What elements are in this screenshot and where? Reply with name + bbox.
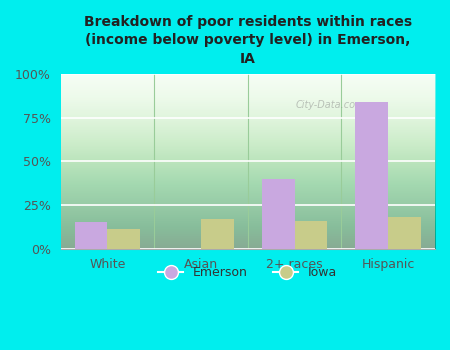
Text: City-Data.com: City-Data.com (295, 100, 365, 110)
Bar (295, 220, 327, 248)
Bar (356, 102, 388, 248)
Bar (262, 179, 295, 248)
Bar (356, 102, 388, 248)
Bar (75, 222, 108, 248)
Title: Breakdown of poor residents within races
(income below poverty level) in Emerson: Breakdown of poor residents within races… (84, 15, 412, 66)
Bar (108, 229, 140, 248)
Bar (201, 219, 234, 248)
Bar (388, 217, 421, 248)
Bar (201, 219, 234, 248)
Legend: Emerson, Iowa: Emerson, Iowa (153, 261, 342, 284)
Bar (388, 217, 421, 248)
Bar (295, 220, 327, 248)
Bar (262, 179, 295, 248)
Bar (108, 229, 140, 248)
Bar (75, 222, 108, 248)
